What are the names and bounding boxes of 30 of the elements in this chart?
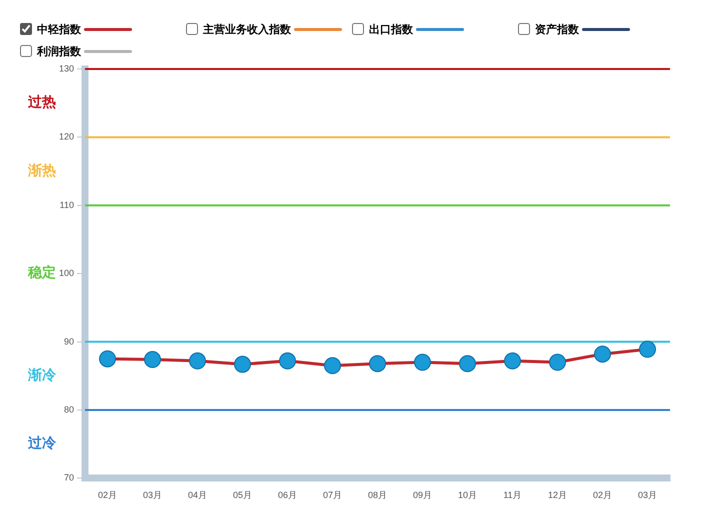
x-tick-label: 11月 [503, 490, 522, 500]
x-tick-label: 02月 [98, 490, 118, 500]
x-tick-label: 02月 [592, 490, 612, 500]
ref-line-label: 稳定 [27, 264, 56, 282]
y-tick-label: 90 [64, 336, 74, 346]
y-tick-label: 120 [58, 132, 74, 142]
y-tick-label: 80 [64, 404, 74, 414]
x-tick-label: 12月 [548, 490, 568, 500]
ref-line-label: 过冷 [27, 436, 57, 452]
x-tick-label: 03月 [638, 490, 658, 500]
y-tick-label: 70 [64, 472, 74, 483]
ref-line-label: 过热 [27, 94, 56, 111]
x-tick-label: 08月 [368, 490, 388, 500]
x-tick-label: 04月 [188, 490, 208, 500]
legend-label: 中轻指数 [37, 22, 81, 36]
legend-label: 利润指数 [37, 44, 81, 58]
x-tick-label: 05月 [233, 490, 252, 500]
x-tick-label: 09月 [413, 490, 432, 500]
y-tick-label: 130 [58, 63, 74, 74]
y-tick-label: 100 [58, 268, 74, 278]
ref-line-label: 渐冷 [27, 368, 57, 384]
x-tick-label: 10月 [458, 490, 478, 500]
legend-label: 出口指数 [369, 22, 413, 36]
y-tick-label: 110 [60, 200, 74, 210]
legend-label: 主营业务收入指数 [203, 22, 291, 36]
ref-line-label: 渐热 [27, 162, 56, 179]
x-tick-label: 06月 [278, 490, 298, 500]
x-tick-label: 03月 [143, 490, 162, 500]
legend-label: 资产指数 [535, 22, 579, 36]
x-tick-label: 07月 [323, 490, 342, 500]
